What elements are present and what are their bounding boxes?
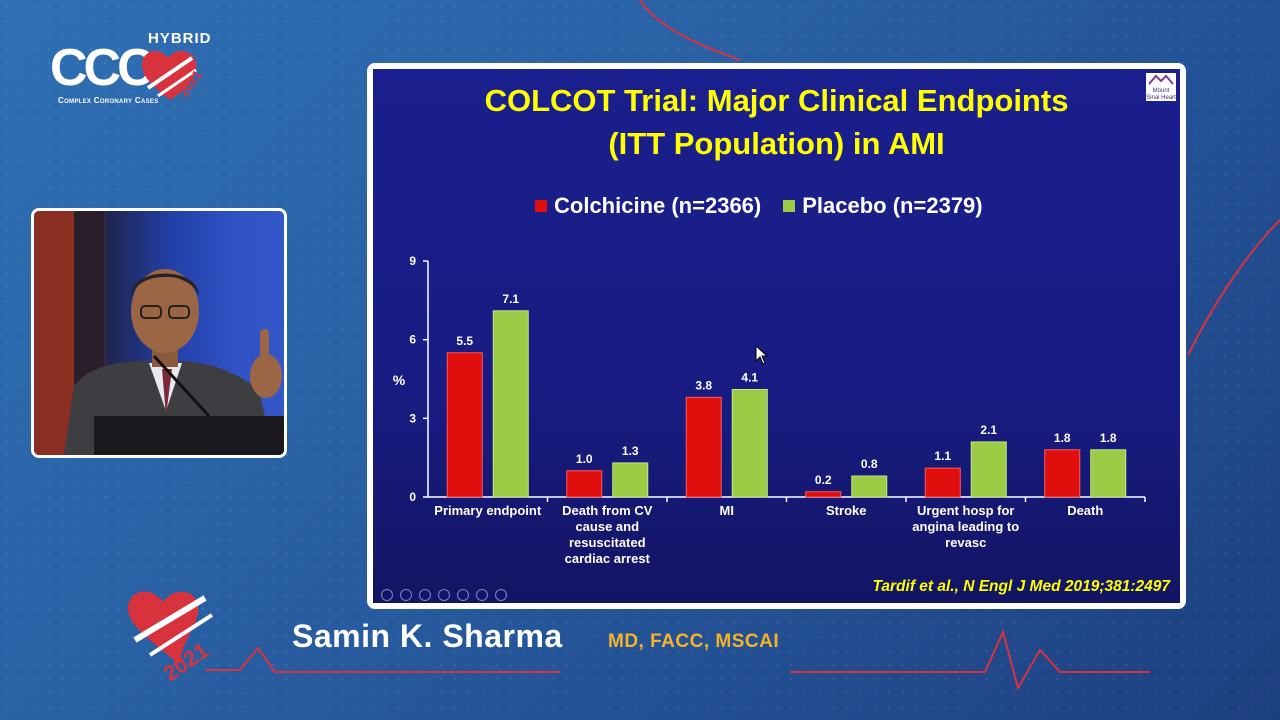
logo-tagline: Complex Coronary Cases: [58, 96, 159, 105]
data-label-placebo: 7.1: [502, 292, 519, 306]
bar-colchicine: [805, 491, 842, 498]
category-label: cause and: [575, 519, 639, 534]
category-label: MI: [720, 503, 734, 518]
presentation-slide: Mount Sinai Heart COLCOT Trial: Major Cl…: [367, 63, 1186, 609]
legend-item-placebo: Placebo (n=2379): [783, 193, 983, 219]
data-label-colchicine: 0.2: [815, 473, 832, 487]
previous-slide-icon[interactable]: [381, 589, 393, 601]
slide-content: Mount Sinai Heart COLCOT Trial: Major Cl…: [373, 69, 1180, 603]
chart-legend: Colchicine (n=2366) Placebo (n=2379): [535, 193, 1005, 219]
zoom-icon[interactable]: [457, 589, 469, 601]
y-tick-label: 0: [409, 490, 416, 504]
data-label-placebo: 4.1: [741, 370, 758, 384]
bar-colchicine: [566, 470, 603, 498]
bar-colchicine: [924, 467, 961, 498]
bar-placebo: [731, 388, 768, 498]
category-label: resuscitated: [569, 535, 646, 550]
institution-logo-icon: [1148, 74, 1174, 85]
next-slide-icon[interactable]: [400, 589, 412, 601]
legend-item-colchicine: Colchicine (n=2366): [535, 193, 761, 219]
institution-logo-text: Mount Sinai Heart: [1146, 88, 1176, 101]
bar-placebo: [1090, 449, 1127, 498]
data-label-colchicine: 5.5: [456, 334, 473, 348]
bar-chart: 0 3 6 9% 5.5 7.1 Primary endpoint 1.0 1.3 Death f…: [393, 254, 1146, 566]
data-label-colchicine: 1.8: [1054, 431, 1071, 445]
bar-colchicine: [685, 396, 722, 498]
mouse-cursor-icon: [755, 345, 769, 365]
heart-logo-icon: [128, 591, 214, 665]
y-tick-label: 9: [409, 254, 416, 268]
slide-title-line-1: COLCOT Trial: Major Clinical Endpoints: [484, 83, 1069, 118]
speaker-video: [31, 208, 287, 458]
category-label: Primary endpoint: [434, 503, 542, 518]
category-label: angina leading to: [912, 519, 1019, 534]
data-label-placebo: 2.1: [980, 423, 997, 437]
category-label: Urgent hosp for: [917, 503, 1015, 518]
y-tick-label: 3: [409, 411, 416, 425]
pen-tool-icon[interactable]: [419, 589, 431, 601]
category-label: Death from CV: [562, 503, 653, 518]
data-label-placebo: 0.8: [861, 457, 878, 471]
category-label: revasc: [945, 535, 986, 550]
category-label: Stroke: [826, 503, 866, 518]
bar-colchicine: [446, 352, 483, 498]
y-axis-label: %: [393, 372, 406, 388]
legend-label-placebo: Placebo (n=2379): [802, 193, 983, 218]
conference-logo: HYBRID CCC 2021 Complex Coronary Cases: [48, 30, 228, 115]
institution-logo: Mount Sinai Heart: [1146, 73, 1176, 101]
bar-placebo: [851, 475, 888, 498]
bar-placebo: [970, 441, 1007, 498]
data-label-colchicine: 1.1: [934, 449, 951, 463]
logo-brand: CCC: [50, 39, 155, 97]
speaker-name: Samin K. Sharma: [292, 618, 563, 654]
bar-colchicine: [1044, 449, 1081, 498]
legend-swatch-placebo: [783, 200, 796, 212]
subtitles-icon[interactable]: [476, 589, 488, 601]
speaker-credentials: MD, FACC, MSCAI: [608, 631, 780, 652]
legend-label-colchicine: Colchicine (n=2366): [554, 193, 762, 218]
legend-swatch-colchicine: [535, 200, 547, 212]
slideshow-controls: [381, 589, 514, 601]
category-label: Death: [1067, 503, 1103, 518]
y-tick-label: 6: [409, 333, 416, 347]
data-label-colchicine: 3.8: [695, 378, 712, 392]
bar-placebo: [612, 462, 649, 498]
more-options-icon[interactable]: [495, 589, 507, 601]
speaker-silhouette: [34, 211, 284, 455]
logo-heart-icon: [142, 50, 197, 100]
slide-title-line-2: (ITT Population) in AMI: [608, 126, 945, 161]
category-label: cardiac arrest: [565, 551, 651, 566]
slide-grid-icon[interactable]: [438, 589, 450, 601]
data-label-placebo: 1.8: [1100, 431, 1117, 445]
slide-citation: Tardif et al., N Engl J Med 2019;381:249…: [872, 578, 1171, 595]
logo-hybrid-label: HYBRID: [148, 30, 212, 47]
data-label-placebo: 1.3: [622, 444, 639, 458]
slide-title: COLCOT Trial: Major Clinical Endpoints (…: [373, 79, 1180, 165]
data-label-colchicine: 1.0: [576, 452, 593, 466]
bar-placebo: [492, 310, 529, 498]
